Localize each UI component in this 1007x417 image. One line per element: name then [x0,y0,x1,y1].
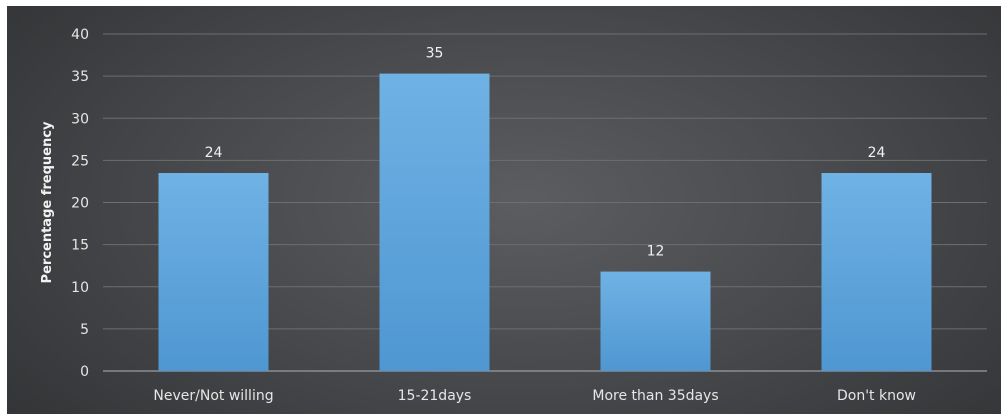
y-tick-label: 0 [80,364,89,380]
data-label: 24 [868,145,886,161]
y-tick-label: 35 [71,69,89,85]
x-tick-label: Never/Not willing [153,388,273,404]
data-label: 24 [205,145,223,161]
data-labels: 24 35 12 24 [205,46,886,260]
bar [379,73,490,371]
bar-chart: 0 5 10 15 20 25 30 35 40 24 35 12 24 Never/Not will… [40,27,987,404]
x-tick-label: More than 35days [592,388,718,404]
y-tick-label: 5 [80,322,89,338]
chart-area: 0 5 10 15 20 25 30 35 40 24 35 12 24 Never/Not will… [7,6,1001,414]
y-tick-label: 20 [71,196,89,212]
y-tick-label: 10 [71,280,89,296]
y-axis-ticks: 0 5 10 15 20 25 30 35 40 [71,27,89,380]
x-tick-label: 15-21days [398,388,472,404]
data-label: 12 [647,244,665,260]
data-label: 35 [426,46,444,62]
x-axis-ticks: Never/Not willing 15-21days More than 35da… [153,388,916,404]
y-tick-label: 25 [71,153,89,169]
y-tick-label: 40 [71,27,89,43]
bar [158,173,269,371]
bar [821,173,932,371]
y-tick-label: 30 [71,111,89,127]
y-tick-label: 15 [71,238,89,254]
bar [600,271,711,371]
y-axis-title: Percentage frequency [40,121,55,283]
x-tick-label: Don't know [837,388,916,404]
bars [158,73,932,371]
